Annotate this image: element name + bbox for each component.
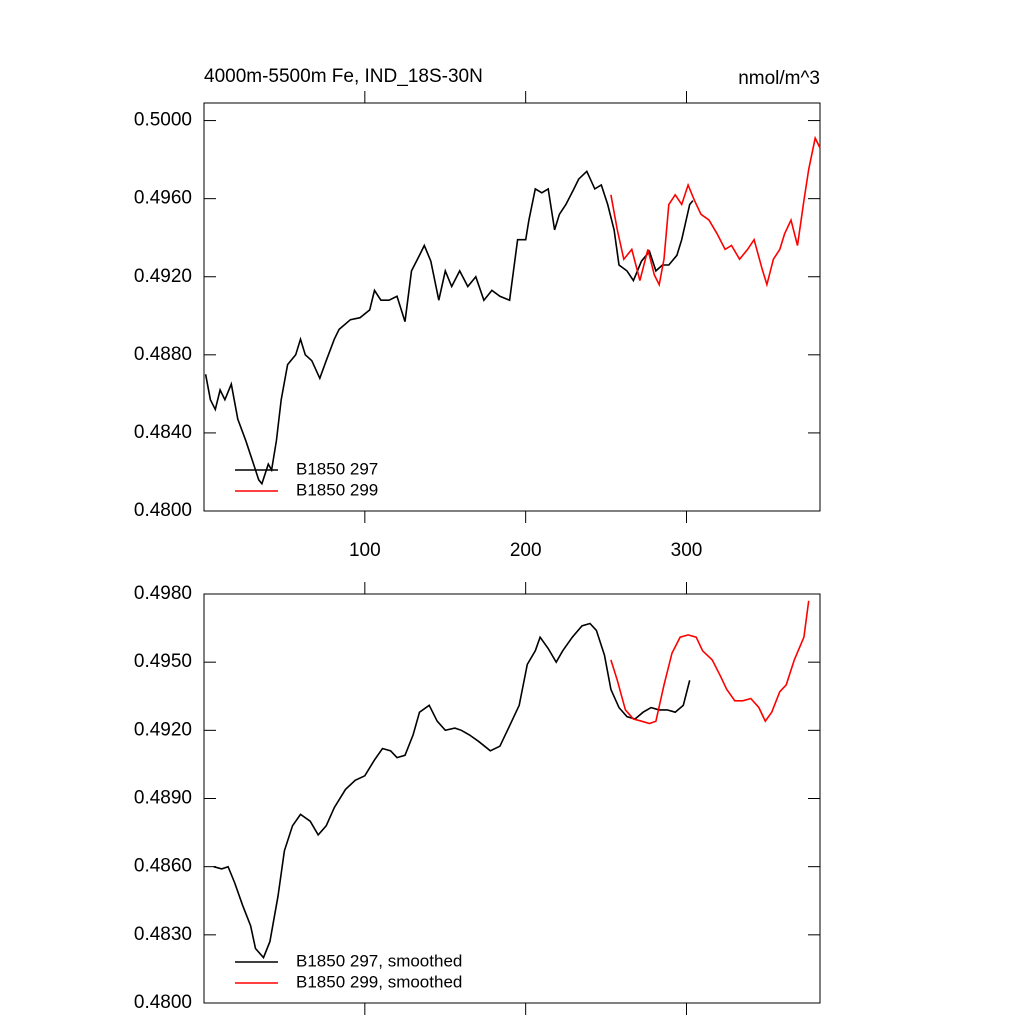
y-tick-label: 0.4890 — [134, 788, 192, 809]
y-tick-label: 0.4860 — [134, 856, 192, 877]
legend-label: B1850 297 — [296, 459, 378, 478]
plot-frame — [203, 593, 821, 1004]
data-line — [610, 135, 821, 288]
data-line — [204, 169, 694, 486]
y-tick-label: 0.4950 — [134, 651, 192, 672]
y-tick-label: 0.4800 — [134, 992, 192, 1013]
y-tick-label: 0.4980 — [134, 583, 192, 604]
y-tick-label: 0.4800 — [134, 500, 192, 521]
y-tick-label: 0.4920 — [134, 719, 192, 740]
x-tick-label: 200 — [510, 540, 542, 561]
legend-label: B1850 297, smoothed — [296, 951, 462, 970]
x-tick-label: 100 — [349, 540, 381, 561]
units-label: nmol/m^3 — [738, 68, 820, 89]
y-tick-label: 0.5000 — [134, 110, 192, 131]
y-tick-label: 0.4880 — [134, 344, 192, 365]
data-line — [610, 600, 810, 725]
chart-title: 4000m-5500m Fe, IND_18S-30N — [204, 66, 483, 87]
data-line — [213, 622, 691, 960]
y-tick-label: 0.4920 — [134, 266, 192, 287]
legend-label: B1850 299, smoothed — [296, 972, 462, 991]
y-tick-label: 0.4830 — [134, 924, 192, 945]
legend-label: B1850 299 — [296, 480, 378, 499]
plot-frame — [203, 102, 821, 512]
y-tick-label: 0.4840 — [134, 422, 192, 443]
x-tick-label: 300 — [671, 540, 703, 561]
y-tick-label: 0.4960 — [134, 188, 192, 209]
